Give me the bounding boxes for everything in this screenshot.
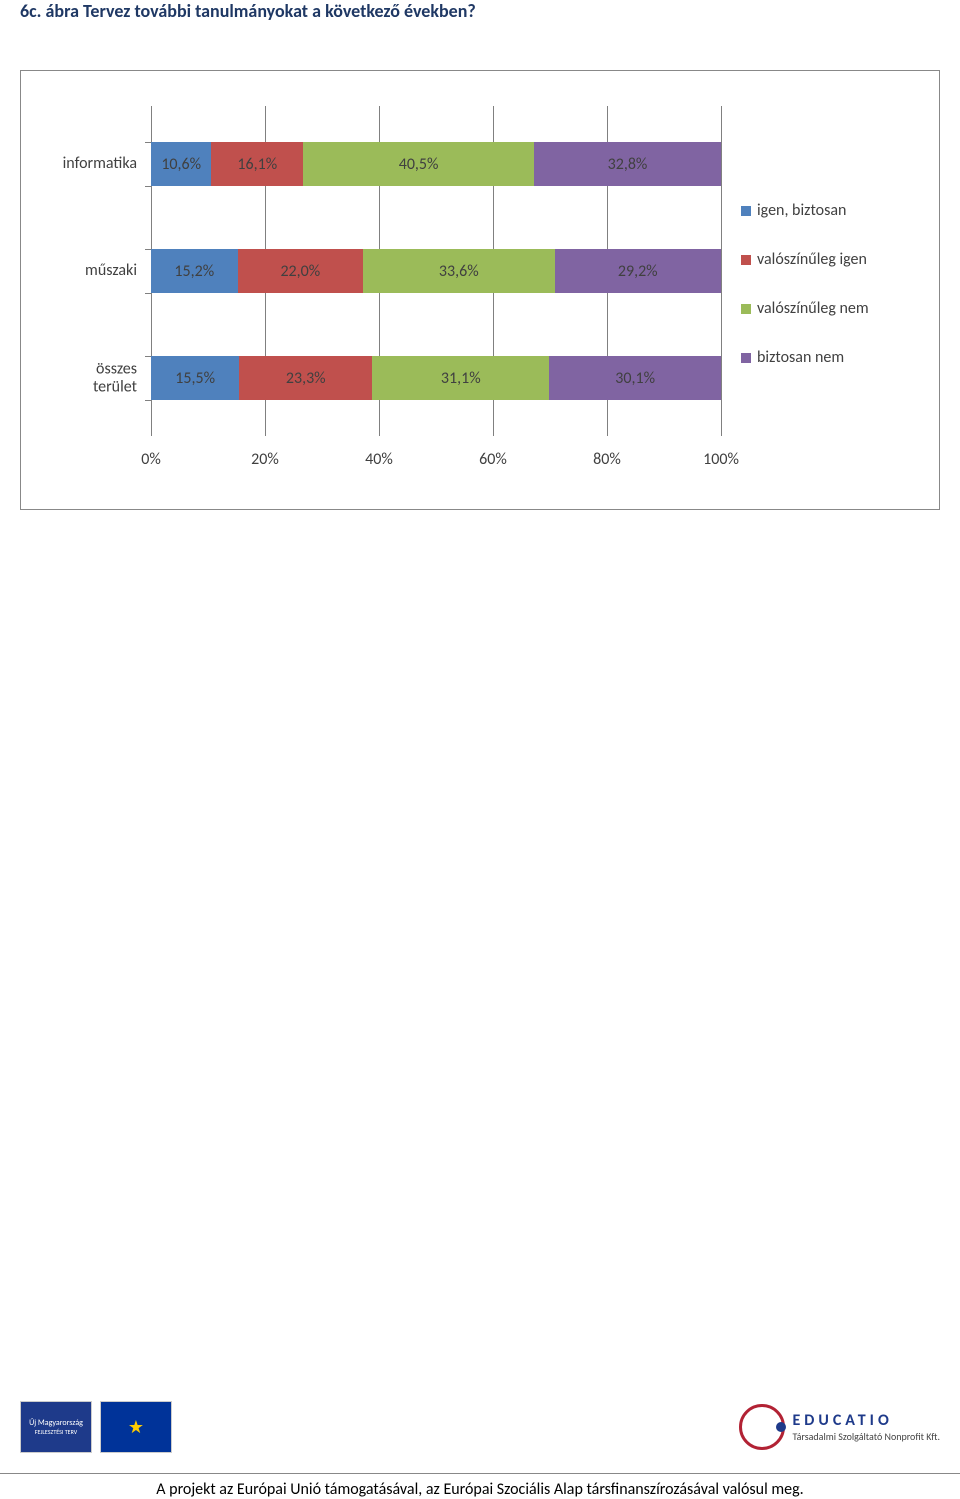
bar-segment: 15,2% [151, 249, 238, 293]
footer-logos: Új Magyarország FEJLESZTÉSI TERV ★ EDUCA… [0, 1387, 960, 1467]
educatio-sub: Társadalmi Szolgáltató Nonprofit Kft. [793, 1430, 941, 1443]
bar-segment: 23,3% [239, 356, 372, 400]
bar-segment: 40,5% [303, 142, 534, 186]
category-label: informatika [21, 155, 137, 173]
plot-area: 10,6%16,1%40,5%32,8% 15,2%22,0%33,6%29,2%… [151, 106, 721, 436]
y-axis-tick [145, 186, 151, 187]
legend-marker [741, 206, 751, 216]
footer-logo-left: Új Magyarország FEJLESZTÉSI TERV ★ [20, 1401, 172, 1453]
footer-divider [0, 1473, 960, 1474]
educatio-icon [739, 1404, 785, 1450]
legend-label: valószínűleg igen [757, 250, 867, 269]
x-axis-tick: 0% [141, 450, 161, 469]
educatio-text: EDUCATIO Társadalmi Szolgáltató Nonprofi… [793, 1411, 941, 1443]
bar-segment: 10,6% [151, 142, 211, 186]
bar-row: 10,6%16,1%40,5%32,8% [151, 142, 721, 186]
y-axis-tick [145, 400, 151, 401]
umft-logo-label: Új Magyarország [29, 1418, 83, 1428]
chart-inner: 10,6%16,1%40,5%32,8% 15,2%22,0%33,6%29,2%… [21, 71, 939, 509]
legend-label: valószínűleg nem [757, 299, 869, 318]
footer-logo-right: EDUCATIO Társadalmi Szolgáltató Nonprofi… [739, 1404, 941, 1450]
legend-item: biztosan nem [741, 348, 869, 367]
category-label: összes terület [21, 360, 137, 395]
bar-segment: 22,0% [238, 249, 363, 293]
umft-logo: Új Magyarország FEJLESZTÉSI TERV [20, 1401, 92, 1453]
footer-text: A projekt az Európai Unió támogatásával,… [0, 1480, 960, 1499]
legend-marker [741, 353, 751, 363]
legend: igen, biztosan valószínűleg igen valószínű… [741, 201, 869, 397]
gridline [721, 106, 722, 436]
y-axis-tick [145, 249, 151, 250]
bar-row: 15,2%22,0%33,6%29,2% [151, 249, 721, 293]
x-axis-tick: 100% [703, 450, 739, 469]
legend-marker [741, 304, 751, 314]
legend-label: igen, biztosan [757, 201, 846, 220]
y-axis-tick [145, 356, 151, 357]
legend-marker [741, 255, 751, 265]
legend-item: igen, biztosan [741, 201, 869, 220]
x-axis-tick: 40% [365, 450, 393, 469]
legend-item: valószínűleg igen [741, 250, 869, 269]
eu-flag-icon: ★ [100, 1401, 172, 1453]
bar-segment: 29,2% [555, 249, 721, 293]
bar-segment: 31,1% [372, 356, 549, 400]
bar-segment: 15,5% [151, 356, 239, 400]
x-axis-tick: 20% [251, 450, 279, 469]
x-axis-tick: 80% [593, 450, 621, 469]
legend-item: valószínűleg nem [741, 299, 869, 318]
y-axis-tick [145, 293, 151, 294]
page-title: 6c. ábra Tervez további tanulmányokat a … [20, 0, 476, 22]
bar-segment: 30,1% [549, 356, 721, 400]
y-axis-tick [145, 142, 151, 143]
bar-segment: 33,6% [363, 249, 555, 293]
educatio-title: EDUCATIO [793, 1411, 941, 1430]
chart-container: 10,6%16,1%40,5%32,8% 15,2%22,0%33,6%29,2%… [20, 70, 940, 510]
category-label: műszaki [21, 262, 137, 280]
bar-segment: 16,1% [211, 142, 303, 186]
umft-logo-sublabel: FEJLESZTÉSI TERV [35, 1428, 77, 1436]
page-footer: Új Magyarország FEJLESZTÉSI TERV ★ EDUCA… [0, 1387, 960, 1499]
bar-segment: 32,8% [534, 142, 721, 186]
x-axis-tick: 60% [479, 450, 507, 469]
bar-row: 15,5%23,3%31,1%30,1% [151, 356, 721, 400]
legend-label: biztosan nem [757, 348, 844, 367]
